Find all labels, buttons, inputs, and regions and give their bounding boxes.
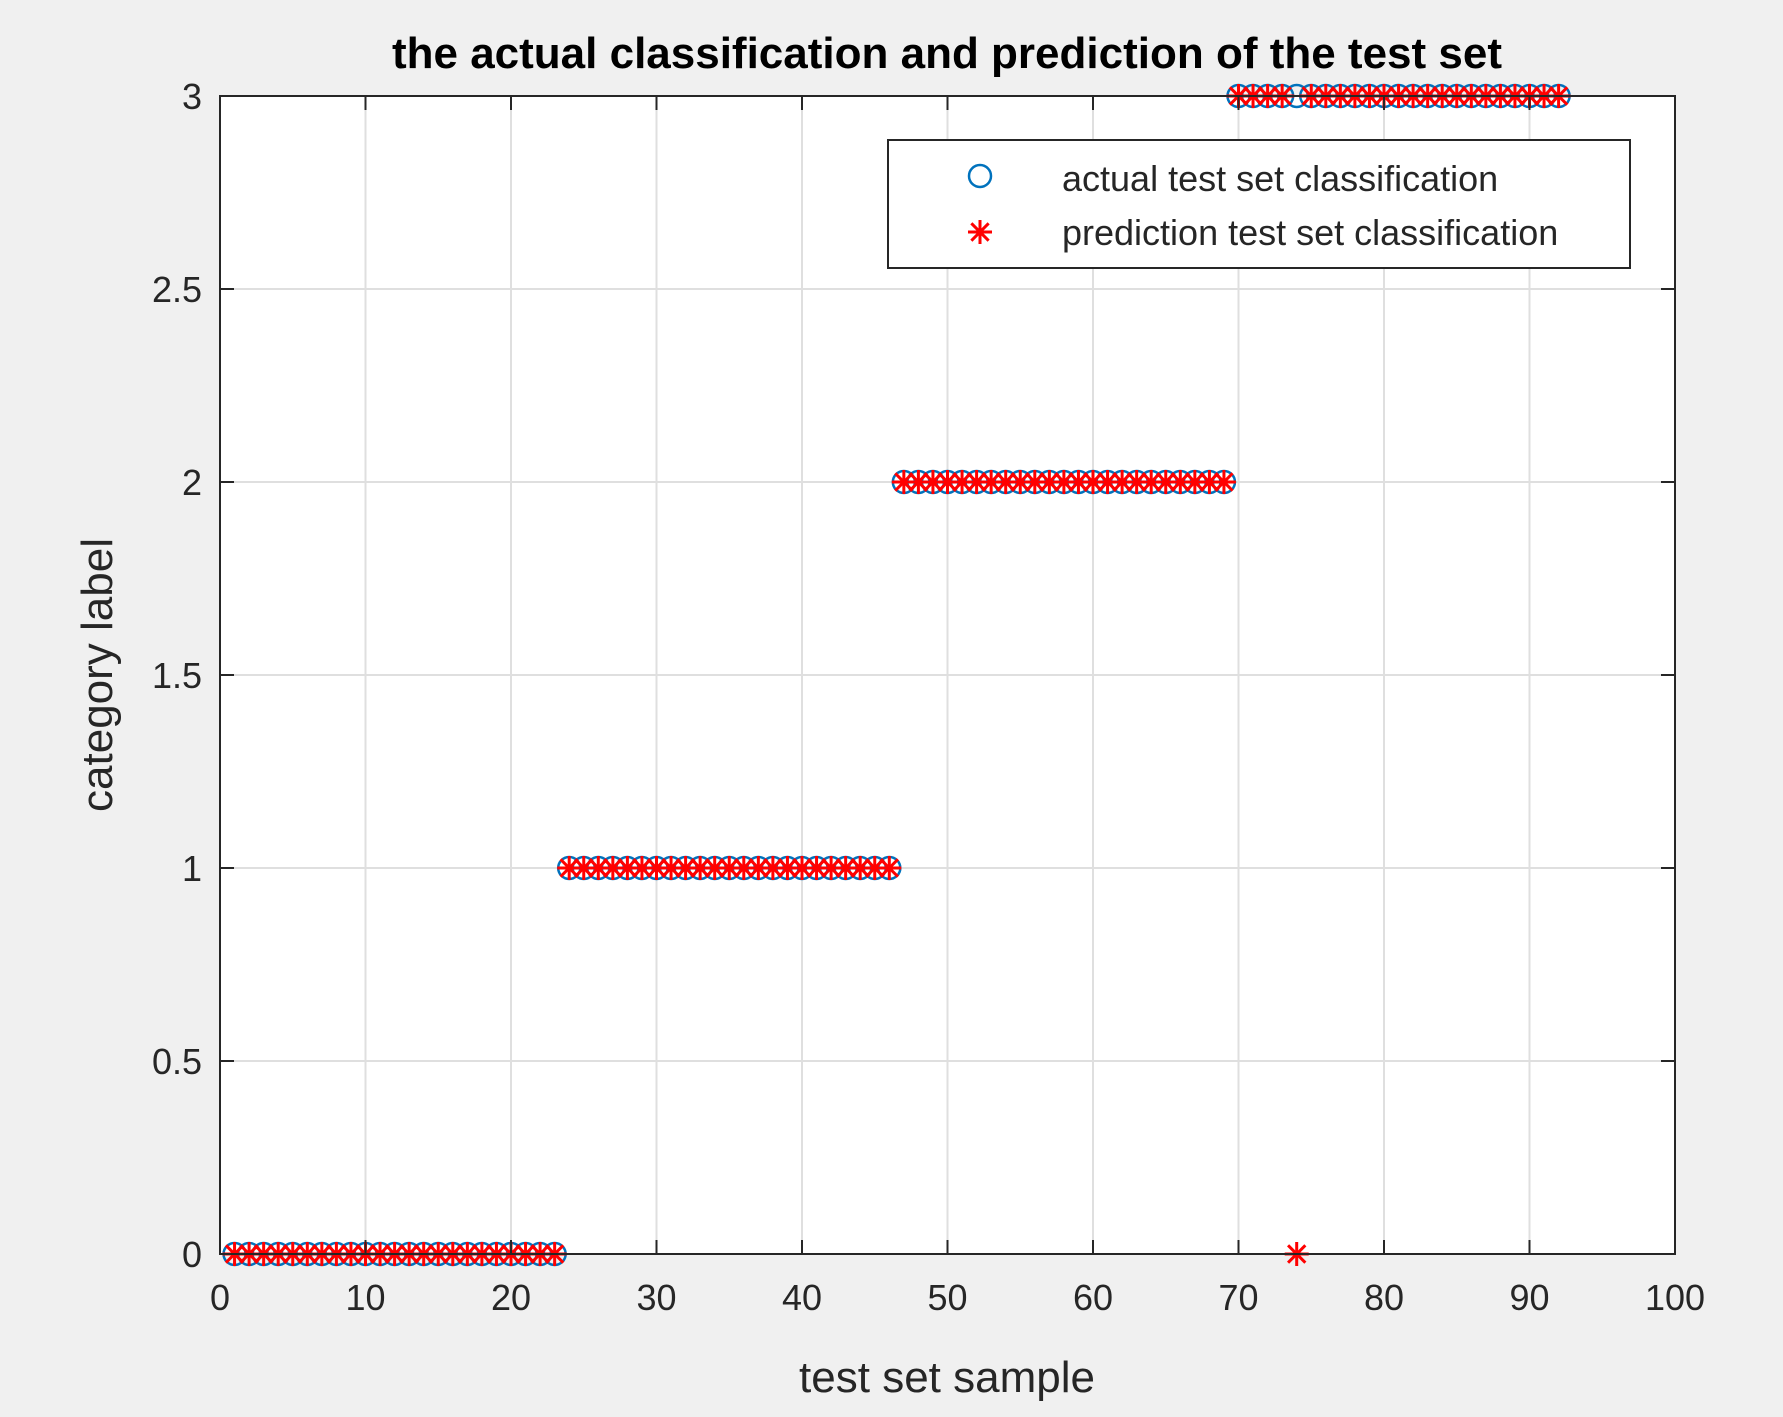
y-axis-label: category label bbox=[73, 538, 122, 812]
x-tick-label: 40 bbox=[782, 1277, 822, 1318]
prediction-point bbox=[659, 856, 684, 880]
y-tick-label: 0 bbox=[182, 1234, 202, 1275]
prediction-point bbox=[979, 470, 1004, 494]
chart-title: the actual classification and prediction… bbox=[392, 29, 1502, 78]
prediction-point bbox=[717, 856, 742, 880]
prediction-point bbox=[644, 856, 669, 880]
prediction-point bbox=[891, 470, 916, 494]
x-tick-label: 70 bbox=[1218, 1277, 1258, 1318]
legend-asterisk-icon bbox=[968, 220, 992, 244]
x-tick-label: 100 bbox=[1645, 1277, 1705, 1318]
prediction-point bbox=[615, 856, 640, 880]
prediction-point bbox=[600, 856, 625, 880]
legend-box bbox=[887, 139, 1631, 269]
y-tick-label: 3 bbox=[182, 76, 202, 117]
ticks: 0 10 20 30 40 50 60 70 80 90 100 0 0.5 1 1.5 2 2.5 3 bbox=[152, 76, 1705, 1318]
x-axis-label: test set sample bbox=[799, 1353, 1095, 1402]
legend-marker-prediction bbox=[968, 220, 992, 244]
grid bbox=[220, 96, 1675, 1254]
x-tick-label: 10 bbox=[345, 1277, 385, 1318]
x-tick-label: 80 bbox=[1364, 1277, 1404, 1318]
y-tick-label: 1.5 bbox=[152, 655, 202, 696]
legend-marker-actual bbox=[967, 163, 993, 189]
y-tick-label: 1 bbox=[182, 848, 202, 889]
prediction-point bbox=[688, 856, 713, 880]
y-tick-label: 0.5 bbox=[152, 1041, 202, 1082]
x-tick-label: 50 bbox=[927, 1277, 967, 1318]
prediction-point bbox=[1197, 470, 1222, 494]
y-tick-label: 2 bbox=[182, 462, 202, 503]
prediction-point bbox=[1211, 470, 1236, 494]
prediction-point bbox=[731, 856, 756, 880]
legend-label-actual: actual test set classification bbox=[1062, 158, 1498, 199]
x-tick-label: 30 bbox=[636, 1277, 676, 1318]
x-tick-label: 20 bbox=[491, 1277, 531, 1318]
x-tick-label: 60 bbox=[1073, 1277, 1113, 1318]
prediction-point bbox=[1066, 470, 1091, 494]
y-tick-label: 2.5 bbox=[152, 269, 202, 310]
x-tick-label: 0 bbox=[210, 1277, 230, 1318]
x-tick-label: 90 bbox=[1509, 1277, 1549, 1318]
legend-label-prediction: prediction test set classification bbox=[1062, 212, 1558, 253]
legend: actual test set classification predictio… bbox=[887, 139, 1631, 269]
prediction-point bbox=[877, 856, 902, 880]
legend-circle-icon bbox=[967, 163, 993, 189]
